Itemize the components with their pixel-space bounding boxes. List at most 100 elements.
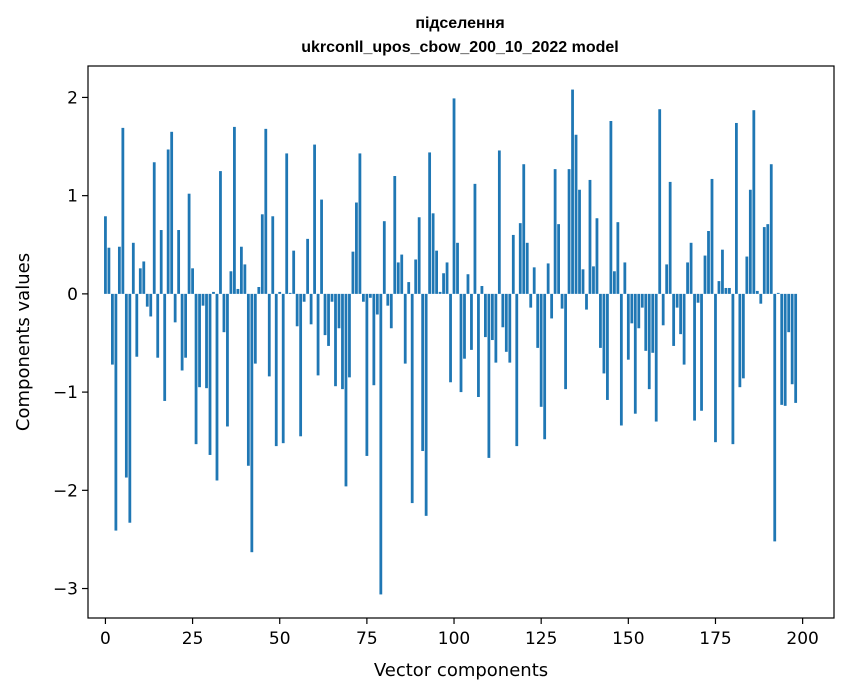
bar: [159, 230, 163, 294]
bar: [410, 293, 414, 504]
bar: [515, 293, 519, 447]
bar: [142, 261, 146, 294]
bar: [654, 293, 658, 422]
bar: [693, 293, 696, 421]
bar: [226, 293, 229, 427]
bar: [344, 293, 348, 487]
bar: [149, 293, 153, 317]
bar: [588, 179, 592, 294]
bar: [288, 292, 292, 294]
bar: [250, 293, 254, 553]
bar: [246, 293, 250, 466]
bar: [208, 293, 212, 455]
bar: [637, 293, 641, 329]
bar: [260, 214, 264, 294]
bar: [334, 293, 337, 387]
bar: [550, 293, 554, 319]
bar: [285, 153, 289, 294]
bar: [309, 293, 313, 325]
bar: [630, 293, 634, 324]
bar: [525, 242, 529, 294]
bar: [198, 293, 201, 388]
bar: [362, 293, 365, 302]
bar: [264, 128, 268, 294]
bar: [170, 131, 174, 294]
x-tick-label: 75: [356, 629, 378, 649]
bar: [585, 293, 588, 310]
bar: [609, 121, 613, 294]
x-tick-label: 125: [525, 629, 557, 649]
bar: [274, 293, 278, 447]
bar: [323, 293, 327, 336]
bar: [396, 262, 400, 294]
x-tick-label: 175: [699, 629, 731, 649]
bar: [633, 293, 637, 414]
bar: [243, 264, 247, 294]
bar: [480, 286, 484, 294]
bar: [187, 193, 191, 294]
x-tick-label: 25: [182, 629, 204, 649]
x-axis-ticks: 0 25 50 75 100 125 150 175 200: [100, 618, 819, 649]
bar: [574, 134, 578, 294]
bar: [619, 293, 623, 426]
bar: [714, 293, 717, 443]
bar: [180, 293, 184, 371]
bar: [731, 293, 735, 445]
bar: [299, 293, 303, 437]
bar: [438, 291, 442, 294]
bar: [145, 293, 149, 307]
bar: [477, 293, 480, 397]
bar: [212, 291, 215, 294]
bar: [672, 293, 676, 346]
bar: [104, 216, 107, 294]
x-tick-label: 150: [612, 629, 644, 649]
x-tick-label: 0: [100, 629, 111, 649]
bar: [686, 262, 689, 294]
bar: [728, 287, 731, 294]
bar: [421, 293, 425, 452]
bar: [696, 293, 700, 303]
bar: [623, 262, 627, 294]
bar: [431, 213, 435, 294]
bar: [557, 224, 560, 294]
bar: [745, 256, 749, 294]
bar: [626, 293, 630, 360]
y-tick-label: −2: [53, 481, 78, 501]
bar: [295, 293, 299, 327]
bar: [536, 293, 540, 348]
bar: [759, 293, 763, 304]
bar: [571, 89, 574, 294]
bar: [748, 189, 752, 294]
bar: [710, 178, 714, 294]
bar: [131, 242, 135, 294]
bar: [194, 293, 198, 445]
bar: [449, 293, 452, 383]
bar: [271, 216, 275, 294]
bar: [257, 287, 261, 294]
bar: [651, 293, 655, 353]
bar: [490, 293, 494, 341]
y-tick-label: 0: [67, 285, 78, 305]
bar: [351, 251, 355, 294]
y-tick-label: 1: [67, 187, 78, 207]
bar: [407, 282, 411, 294]
bar: [783, 293, 787, 406]
bar: [365, 293, 369, 456]
bar: [707, 231, 710, 294]
bar: [428, 152, 432, 294]
bar: [445, 262, 449, 294]
bars: [104, 89, 798, 595]
bar: [539, 293, 543, 407]
bar: [508, 293, 512, 363]
bar: [306, 238, 310, 294]
bar: [114, 293, 118, 531]
bar: [281, 293, 285, 444]
bar: [794, 293, 798, 403]
bar: [703, 255, 707, 294]
bar: [762, 227, 766, 294]
bar: [215, 293, 219, 481]
bar: [435, 250, 438, 294]
bar: [755, 290, 759, 294]
bar: [201, 293, 205, 306]
